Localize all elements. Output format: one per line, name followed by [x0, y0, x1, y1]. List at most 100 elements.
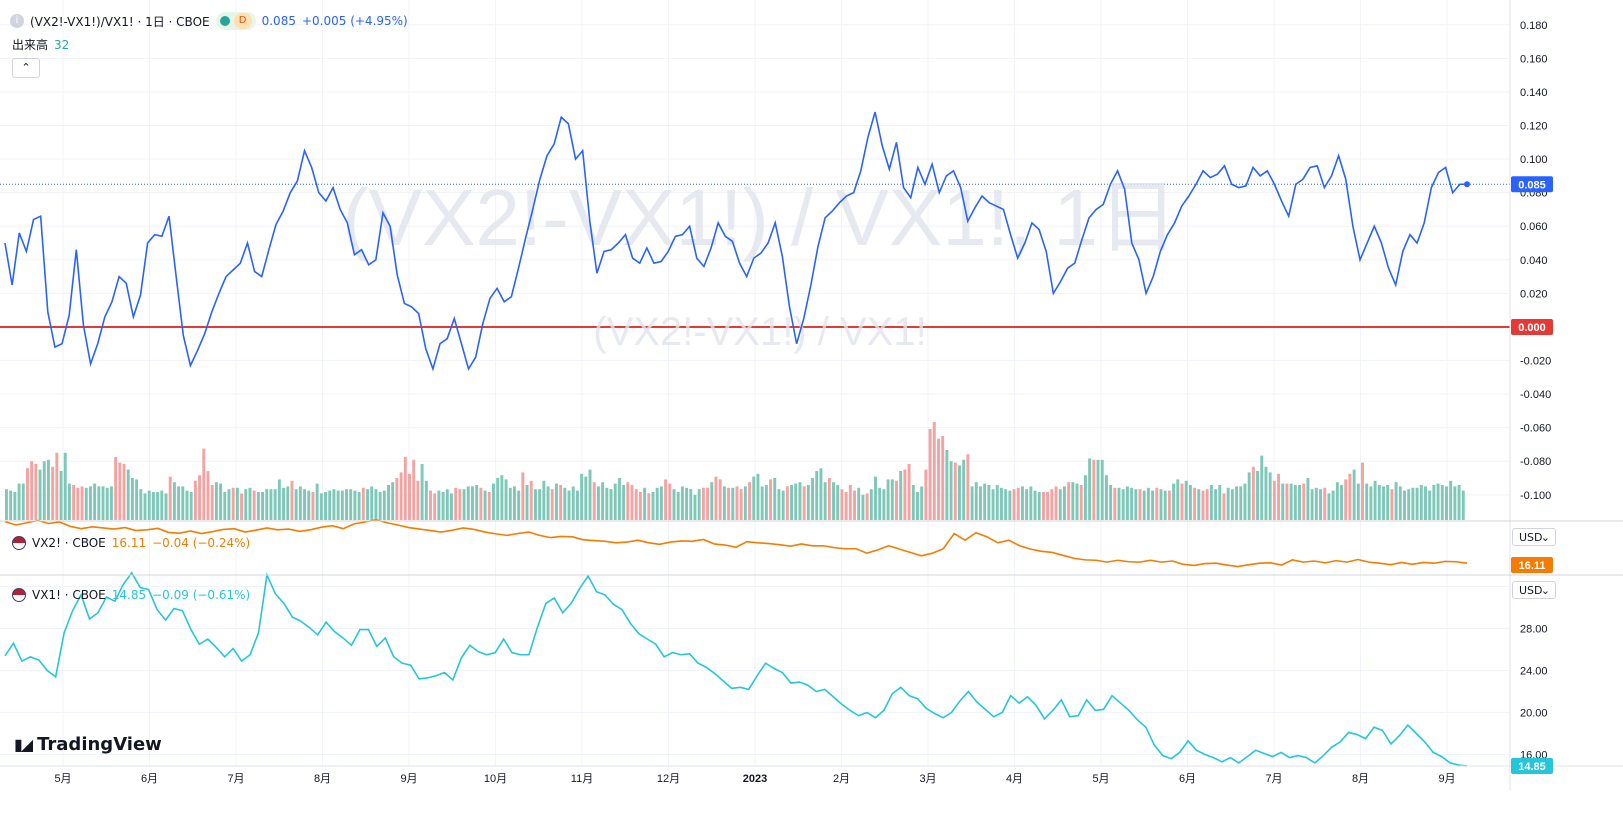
- volume-bar: [1230, 489, 1234, 520]
- volume-bar: [974, 482, 978, 520]
- status-pill[interactable]: D: [215, 12, 256, 30]
- volume-bar: [995, 485, 999, 520]
- volume-bar: [1125, 486, 1129, 520]
- volume-bar: [1012, 489, 1016, 520]
- vx2-symbol[interactable]: VX2! · CBOE: [32, 536, 106, 550]
- volume-bar: [307, 490, 311, 520]
- volume-bar: [895, 480, 898, 520]
- volume-bar: [189, 492, 193, 520]
- volume-bar: [958, 465, 961, 520]
- volume-bar: [210, 485, 214, 520]
- volume-bar: [30, 461, 34, 520]
- volume-bar: [785, 486, 789, 520]
- volume-bar: [181, 486, 185, 520]
- volume-bar: [1331, 490, 1335, 520]
- volume-bar: [1151, 490, 1155, 520]
- volume-bar: [1046, 492, 1050, 520]
- volume-bar: [832, 482, 835, 520]
- volume-bar: [907, 464, 911, 520]
- volume-bar: [983, 483, 987, 520]
- vx1-legend[interactable]: VX1! · CBOE 14.85 −0.09 (−0.61%): [12, 588, 250, 602]
- volume-bar: [466, 486, 470, 520]
- volume-bar: [979, 486, 982, 520]
- chevron-down-icon: ⌄: [1540, 531, 1550, 544]
- vx1-change: −0.09 (−0.61%): [152, 588, 251, 602]
- price-axes: 0.1800.1600.1400.1200.1000.0800.0600.040…: [0, 0, 1623, 790]
- change-value: +0.005 (+4.95%): [301, 14, 408, 28]
- volume-bar: [84, 487, 88, 520]
- volume-bar: [1428, 490, 1432, 520]
- volume-bar: [135, 479, 139, 520]
- volume-bar: [634, 489, 638, 520]
- volume-bar: [1449, 480, 1453, 520]
- volume-bar: [1100, 459, 1104, 520]
- x-tick-label: 9月: [400, 773, 417, 785]
- y-tick-label: 0.060: [1520, 221, 1548, 233]
- volume-bar: [844, 492, 848, 520]
- last-price-label: 0.085: [1518, 179, 1546, 191]
- volume-bar: [235, 487, 239, 520]
- volume-bar: [668, 483, 672, 520]
- volume-bar: [1134, 489, 1138, 520]
- volume-bar: [1235, 486, 1239, 520]
- volume-bar: [1352, 469, 1356, 520]
- vx2-currency-select[interactable]: USD ⌄: [1512, 528, 1556, 546]
- volume-bar: [143, 493, 147, 520]
- volume-bar: [198, 475, 202, 520]
- collapse-legend-button[interactable]: ⌃: [12, 58, 40, 78]
- volume-bar: [332, 489, 336, 520]
- volume-bar: [1327, 493, 1331, 520]
- us-flag-icon: [12, 588, 26, 602]
- volume-bar: [962, 459, 966, 520]
- volume-bar: [5, 489, 8, 520]
- volume-bar: [542, 480, 546, 520]
- volume-bar: [1403, 490, 1406, 520]
- volume-bar: [689, 489, 693, 520]
- last-value: 0.085: [261, 14, 296, 28]
- volume-bar: [315, 483, 319, 520]
- volume-bar: [1146, 487, 1150, 520]
- volume-bar: [529, 480, 533, 520]
- x-tick-label: 5月: [54, 773, 71, 785]
- volume-bar: [399, 472, 403, 520]
- volume-bar: [718, 479, 722, 520]
- x-tick-label: 8月: [1352, 773, 1369, 785]
- volume-bar: [613, 483, 617, 520]
- volume-bar: [1411, 487, 1415, 520]
- volume-bar: [798, 482, 802, 520]
- tradingview-logo[interactable]: ▮◢ TradingView: [14, 734, 162, 755]
- y-tick-label: -0.040: [1520, 389, 1551, 401]
- vx1-symbol[interactable]: VX1! · CBOE: [32, 588, 106, 602]
- volume-bar: [1268, 472, 1272, 520]
- y-tick-label: 0.100: [1520, 154, 1548, 166]
- volume-legend[interactable]: 出来高 32: [12, 36, 69, 53]
- volume-bar: [861, 494, 865, 520]
- volume-bar: [1054, 486, 1058, 520]
- vx2-legend[interactable]: VX2! · CBOE 16.11 −0.04 (−0.24%): [12, 536, 250, 550]
- x-tick-label: 6月: [1179, 773, 1196, 785]
- volume-bar: [206, 471, 210, 520]
- volume-bar: [911, 485, 915, 520]
- volume-bar: [1432, 485, 1436, 520]
- volume-bar: [941, 436, 945, 520]
- symbol-label[interactable]: (VX2!-VX1!)/VX1! · 1日 · CBOE: [30, 14, 210, 29]
- volume-bar: [991, 489, 995, 520]
- vx1-currency-select[interactable]: USD ⌄: [1512, 581, 1556, 599]
- volume-bar: [500, 475, 504, 520]
- volume-bar: [1142, 490, 1146, 520]
- main-legend[interactable]: i (VX2!-VX1!)/VX1! · 1日 · CBOE D 0.085 +…: [10, 12, 408, 30]
- volume-bar: [483, 490, 487, 520]
- volume-bar: [46, 459, 50, 520]
- volume-bar: [601, 482, 605, 520]
- spread-line-layer: [4, 111, 1470, 372]
- time-axis[interactable]: 5月 6月 7月 8月 9月 10月 11月 12月 2023 2月 3月 4月 5月 6月 7月 8月 9月: [54, 773, 1455, 785]
- volume-bar: [764, 485, 768, 520]
- volume-bar: [1222, 493, 1226, 520]
- volume-bar: [970, 486, 974, 520]
- volume-bar: [546, 486, 550, 520]
- volume-bar: [840, 489, 844, 520]
- info-icon[interactable]: i: [10, 14, 24, 28]
- volume-bar: [1239, 486, 1243, 520]
- volume-bar: [676, 492, 680, 520]
